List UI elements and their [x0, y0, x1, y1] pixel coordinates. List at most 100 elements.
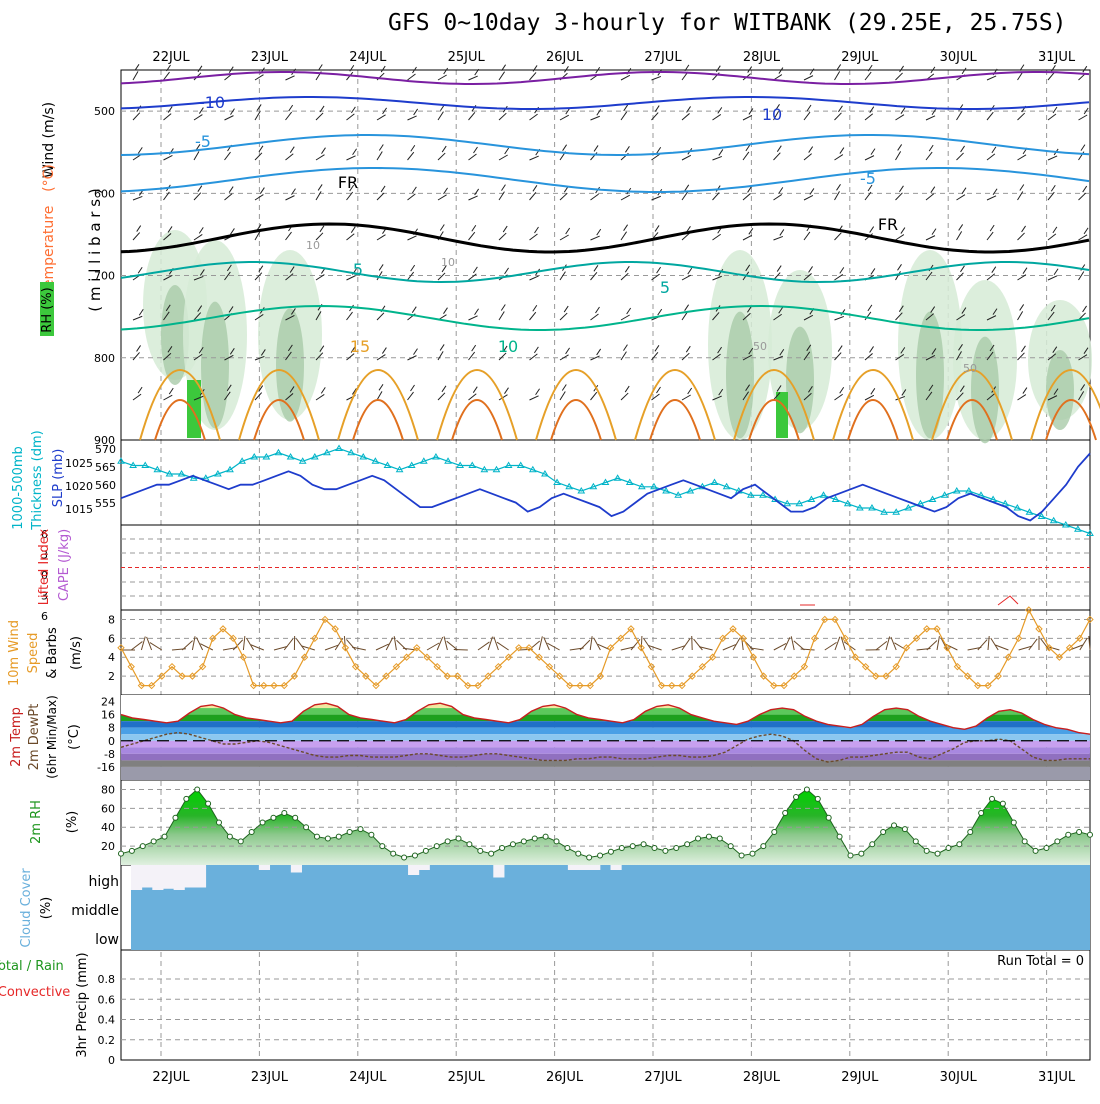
wind-barb: [594, 638, 601, 650]
upper-wind-barb: [713, 149, 723, 160]
cloud-level-label: high: [88, 874, 119, 890]
date-label-bottom: 31JUL: [1038, 1070, 1076, 1085]
run-total-label: Run Total = 0: [997, 954, 1084, 969]
upper-wind-barb: [164, 388, 174, 400]
rh-point: [783, 811, 788, 816]
rh-point: [826, 815, 831, 820]
temp-color-band: [121, 767, 1090, 780]
temp-contour-15: [635, 370, 715, 440]
rh-point: [423, 848, 428, 853]
rh-point: [706, 834, 711, 839]
upper-wind-barb: [682, 106, 691, 120]
date-label-bottom: 29JUL: [841, 1070, 879, 1085]
wind-barb: [876, 641, 887, 650]
date-label-bottom: 24JUL: [349, 1070, 387, 1085]
panel-frame-precip: [121, 950, 1090, 1060]
temperature-axis-label: Temperature: [41, 206, 57, 296]
upper-wind-barb: [408, 265, 415, 280]
rh-shade-mid: [971, 337, 999, 444]
upper-wind-barb: [621, 146, 629, 160]
wind-barb: [580, 640, 590, 650]
upper-wind-barb: [347, 149, 357, 160]
date-label-top: 25JUL: [448, 50, 486, 65]
upper-wind-barb: [1018, 268, 1027, 280]
rh-point: [227, 834, 232, 839]
thickness-tick: 555: [95, 497, 116, 510]
upper-wind-barb: [408, 385, 415, 400]
wind-barb: [182, 641, 192, 650]
rh-point: [140, 844, 145, 849]
wind-barb: [243, 636, 244, 650]
upper-wind-barb: [835, 226, 843, 240]
upper-wind-barb: [865, 388, 875, 400]
rh-point: [902, 827, 907, 832]
upper-wind-barb: [133, 226, 141, 240]
rh-shade-mid: [916, 312, 944, 439]
rh-point: [630, 844, 635, 849]
rh-point: [510, 842, 515, 847]
wind-barb: [386, 638, 393, 650]
upper-wind-barb: [438, 188, 448, 200]
upper-wind-barb: [469, 387, 478, 400]
rh-point: [1033, 848, 1038, 853]
upper-wind-barb: [835, 267, 844, 280]
rh-point: [151, 839, 156, 844]
rh-point: [467, 842, 472, 847]
rh-point: [260, 820, 265, 825]
upper-wind-barb: [713, 186, 721, 200]
upper-wind-barb: [255, 104, 261, 120]
rh-shade-high: [187, 380, 201, 438]
panel-frame-wind: [121, 610, 1090, 695]
lifted-index-line: [998, 596, 1018, 605]
upper-wind-barb: [1079, 265, 1085, 280]
upper-wind-barb: [316, 268, 325, 280]
rh-point: [1000, 801, 1005, 806]
upper-wind-barb: [896, 108, 905, 120]
temp-contour-20: [452, 400, 502, 440]
slp-tick: 1020: [65, 480, 93, 493]
pressure-tick: 800: [94, 352, 115, 365]
slp-line: [121, 453, 1090, 520]
upper-wind-barb: [591, 145, 599, 160]
upper-wind-barb: [926, 145, 933, 160]
rh-point: [391, 851, 396, 856]
temp2m-label-c: (6hr Min/Max): [45, 695, 59, 779]
temp-contour-minus5b: [121, 168, 1089, 192]
wind-tick: 8: [108, 613, 115, 626]
date-label-top: 28JUL: [743, 50, 781, 65]
wind-barb: [494, 637, 499, 650]
rh-point: [576, 851, 581, 856]
contour-label: FR: [878, 215, 898, 234]
cloud-high-gap: [493, 865, 504, 878]
upper-wind-barb: [621, 308, 631, 320]
upper-wind-barb: [621, 188, 631, 200]
temp-contour-15: [437, 370, 517, 440]
upper-wind-barb: [164, 107, 173, 120]
rh-point: [325, 836, 330, 841]
date-label-bottom: 27JUL: [644, 1070, 682, 1085]
temp-contour-15: [338, 370, 418, 440]
upper-wind-barb: [835, 148, 844, 160]
temp-contour-15: [536, 370, 616, 440]
upper-wind-barb: [225, 187, 234, 200]
wind-barb: [284, 639, 293, 650]
upper-wind-barb: [804, 188, 814, 200]
cloud-label: Cloud Cover: [19, 868, 34, 948]
temp-contour-20: [551, 400, 601, 440]
upper-wind-barb: [316, 184, 322, 200]
upper-wind-barb: [1048, 269, 1058, 280]
upper-wind-barb: [377, 384, 383, 400]
upper-wind-barb: [621, 105, 628, 120]
rh-point: [804, 787, 809, 792]
wind-barb: [801, 649, 815, 650]
rh-point: [608, 849, 613, 854]
rh-point: [815, 796, 820, 801]
thickness-line: [121, 449, 1090, 534]
upper-wind-barb: [530, 185, 537, 200]
rh-point: [206, 801, 211, 806]
upper-wind-barb: [987, 225, 994, 240]
contour-label: 10: [762, 105, 782, 124]
upper-wind-barb: [133, 309, 143, 320]
upper-wind-barb: [835, 387, 844, 400]
